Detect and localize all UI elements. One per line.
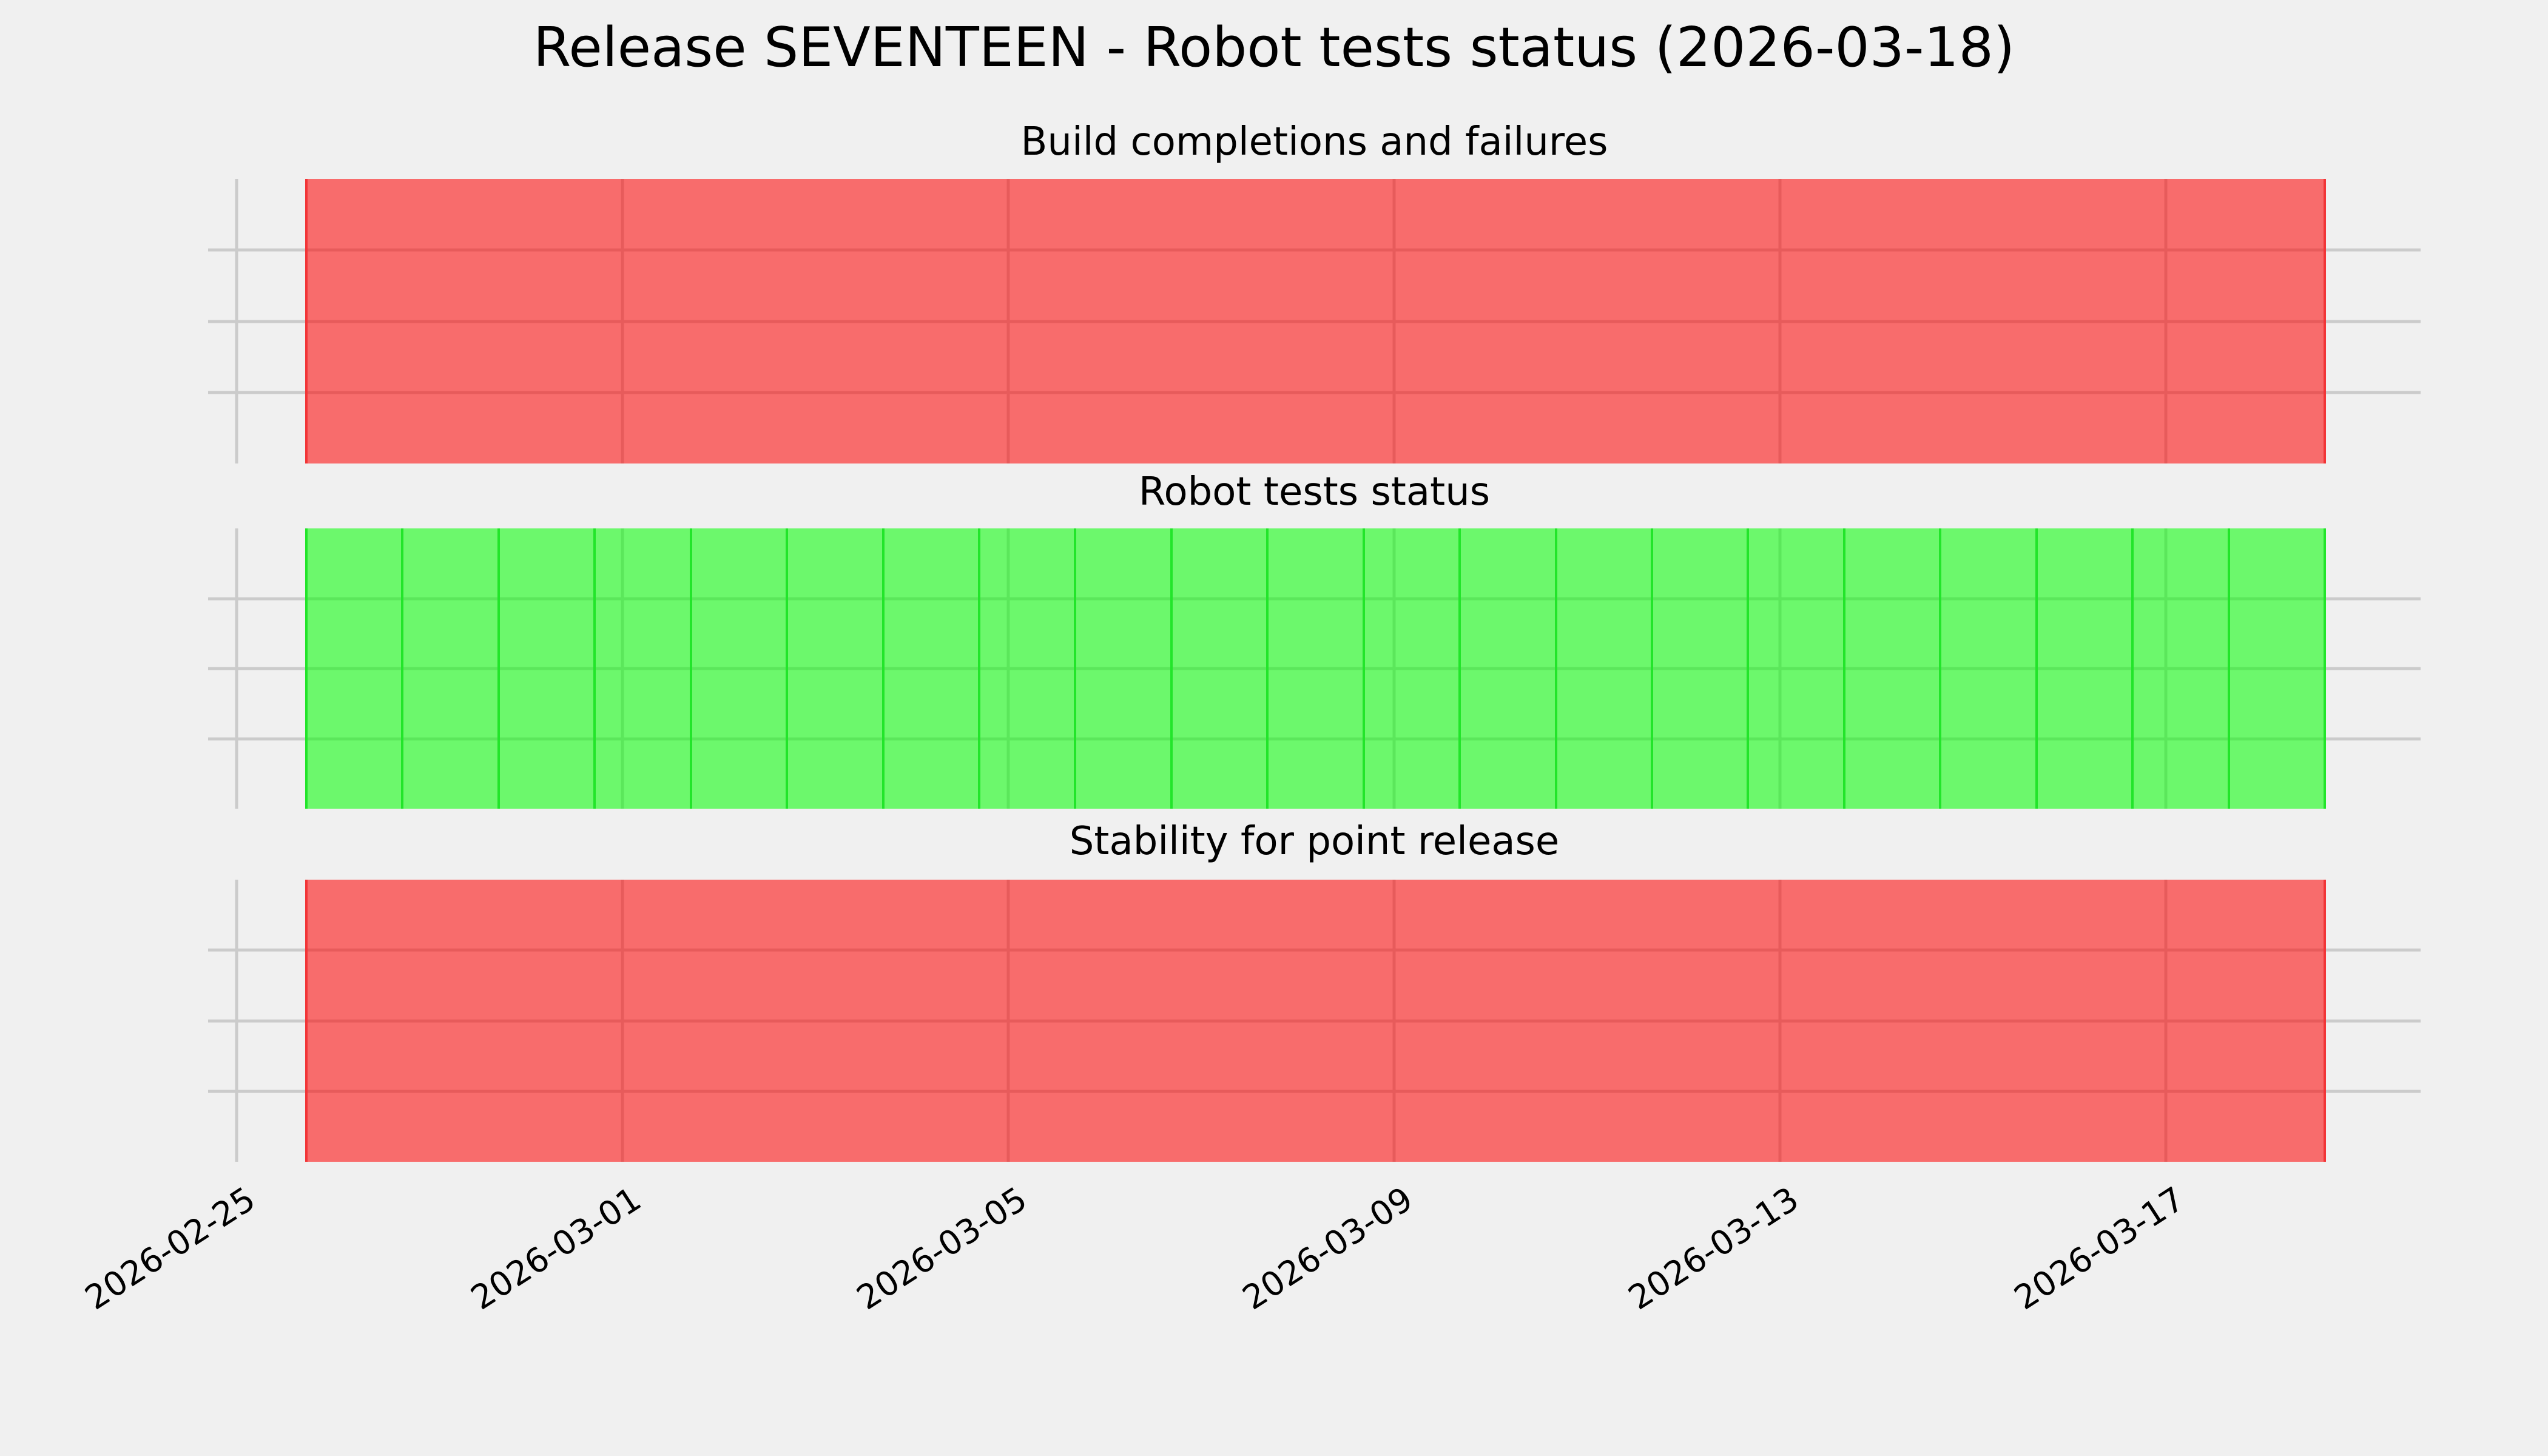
bar-segment-edge <box>2324 528 2326 809</box>
x-tick-label: 2026-03-17 <box>2007 1179 2192 1318</box>
bar-segment-edge <box>1842 528 1845 809</box>
bar-segment-edge <box>2131 528 2134 809</box>
x-tick-label: 2026-03-05 <box>850 1179 1034 1318</box>
status-bar-failing <box>305 880 2326 1162</box>
subplot-title-3: Stability for point release <box>1069 819 1560 864</box>
x-gridline <box>235 528 238 809</box>
bar-segment-edge <box>593 528 596 809</box>
subplot-title-2: Robot tests status <box>1138 470 1491 514</box>
bar-segment-edge <box>1939 528 1942 809</box>
bar-segment-edge <box>497 528 500 809</box>
x-gridline <box>235 880 238 1162</box>
figure-title: Release SEVENTEEN - Robot tests status (… <box>533 16 2015 79</box>
bar-segment-edge <box>1170 528 1173 809</box>
x-tick-label: 2026-03-09 <box>1236 1179 1420 1318</box>
subplot-title-1: Build completions and failures <box>1020 120 1608 164</box>
bar-segment-edge <box>2324 179 2326 463</box>
bar-segment-edge <box>2227 528 2230 809</box>
bar-segment-edge <box>1651 528 1653 809</box>
x-tick-label: 2026-03-01 <box>464 1179 649 1318</box>
subplot-axes-3 <box>208 880 2421 1162</box>
status-bar-passing <box>305 528 2326 809</box>
bar-segment-edge <box>1554 528 1557 809</box>
subplot-axes-2 <box>208 528 2421 809</box>
bar-segment-edge <box>2035 528 2038 809</box>
subplot-axes-1 <box>208 179 2421 463</box>
bar-segment-edge <box>1362 528 1365 809</box>
bar-segment-edge <box>1747 528 1750 809</box>
x-gridline <box>235 179 238 463</box>
bar-segment-edge <box>2324 880 2326 1162</box>
bar-segment-edge <box>689 528 692 809</box>
bar-segment-edge <box>1266 528 1269 809</box>
bar-segment-edge <box>305 880 308 1162</box>
bar-segment-edge <box>305 179 308 463</box>
bar-segment-edge <box>786 528 789 809</box>
x-tick-label: 2026-02-25 <box>78 1179 263 1318</box>
bar-segment-edge <box>881 528 885 809</box>
bar-segment-edge <box>305 528 308 809</box>
bar-segment-edge <box>1458 528 1461 809</box>
bar-segment-edge <box>978 528 980 809</box>
bar-segment-edge <box>401 528 404 809</box>
status-bar-failing <box>305 179 2326 463</box>
x-tick-label: 2026-03-13 <box>1622 1179 1806 1318</box>
bar-segment-edge <box>1074 528 1077 809</box>
